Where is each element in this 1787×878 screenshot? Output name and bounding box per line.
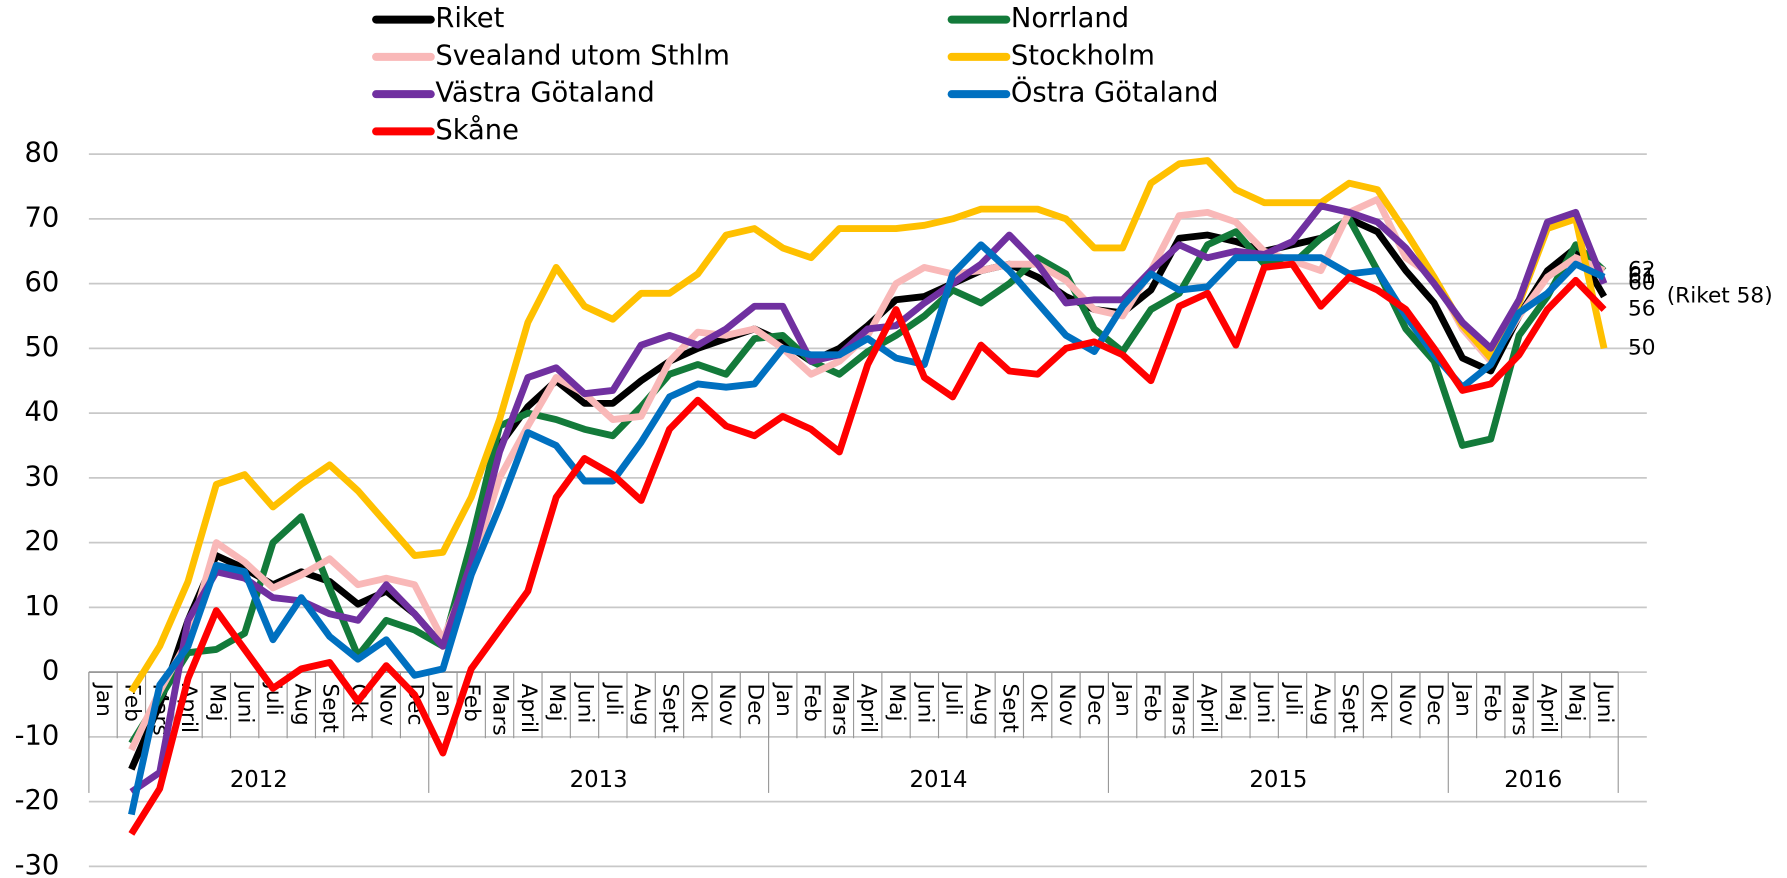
x-tick-label: Mars (827, 684, 852, 736)
x-tick-label: Aug (289, 684, 314, 726)
y-tick-label: 40 (24, 397, 59, 428)
x-tick-label: April (1535, 684, 1560, 733)
x-tick-label: Sept (657, 684, 682, 733)
x-tick-label: Mars (488, 684, 513, 736)
x-tick-label: Juli (601, 682, 626, 716)
x-tick-label: Jan (1111, 682, 1136, 717)
y-tick-label: 50 (24, 332, 59, 363)
x-tick-label: April (856, 684, 881, 733)
series-line (128, 260, 1607, 836)
x-tick-label: Juni (233, 682, 258, 724)
data-label: 60 (1628, 271, 1656, 296)
series-line (128, 215, 1607, 746)
year-label: 2013 (570, 767, 628, 793)
y-tick-label: -30 (15, 850, 60, 878)
x-tick-label: Dec (1082, 684, 1107, 726)
y-tick-label: 0 (42, 656, 59, 687)
x-tick-label: Dec (742, 684, 767, 726)
data-label: 61 (1628, 264, 1656, 289)
x-tick-label: Nov (374, 684, 399, 726)
data-label: 62 (1628, 258, 1656, 283)
legend-label: Östra Götaland (1011, 77, 1219, 109)
x-tick-label: Okt (1365, 684, 1390, 722)
series-line (128, 241, 1606, 816)
x-tick-label: Feb (799, 684, 824, 722)
x-tick-label: April (1196, 684, 1221, 733)
x-tick-label: Okt (686, 684, 711, 722)
year-label: 2014 (910, 767, 968, 793)
year-label: 2015 (1249, 767, 1307, 793)
series-line (128, 157, 1608, 694)
x-tick-label: Juli (941, 682, 966, 716)
y-tick-label: 70 (24, 202, 59, 233)
x-tick-label: Juni (1252, 682, 1277, 724)
x-tick-label: Juni (912, 682, 937, 724)
x-tick-label: Maj (204, 684, 229, 722)
data-label: (Riket 58) (1667, 284, 1773, 309)
legend-label: Västra Götaland (435, 78, 654, 109)
x-tick-label: Okt (1026, 684, 1051, 722)
x-tick-label: Sept (997, 684, 1022, 733)
x-tick-label: Jan (91, 682, 116, 717)
x-tick-label: Nov (1394, 684, 1419, 726)
x-tick-label: Mars (1167, 684, 1192, 736)
y-tick-label: -20 (15, 785, 60, 816)
x-tick-label: Juni (573, 682, 598, 724)
x-tick-label: Dec (1422, 684, 1447, 726)
x-tick-label: Feb (1479, 684, 1504, 722)
x-tick-label: Jan (431, 682, 456, 717)
x-tick-label: Maj (1564, 684, 1589, 722)
x-tick-label: Jan (771, 682, 796, 717)
data-label: 56 (1628, 296, 1656, 321)
x-tick-label: Nov (714, 684, 739, 726)
y-tick-label: -10 (15, 720, 60, 751)
x-tick-label: Juli (1281, 682, 1306, 716)
x-tick-label: Nov (1054, 684, 1079, 726)
x-tick-label: Sept (1337, 684, 1362, 733)
x-tick-label: Maj (884, 684, 909, 722)
x-tick-label: Juni (1592, 682, 1617, 724)
y-tick-label: 10 (24, 591, 59, 622)
data-label: 50 (1628, 335, 1656, 360)
y-tick-label: 20 (24, 526, 59, 557)
x-tick-label: April (516, 684, 541, 733)
x-tick-label: Aug (969, 684, 994, 726)
legend-label: Norrland (1011, 3, 1129, 34)
legend-label: Stockholm (1011, 40, 1155, 71)
x-tick-label: Aug (629, 684, 654, 726)
x-tick-label: Maj (1224, 684, 1249, 722)
x-tick-label: Aug (1309, 684, 1334, 726)
legend-label: Svealand utom Sthlm (435, 40, 730, 71)
y-tick-label: 30 (24, 461, 59, 492)
x-tick-label: Feb (1139, 684, 1164, 722)
x-tick-label: Mars (1507, 684, 1532, 736)
legend-label: Riket (435, 3, 504, 34)
y-tick-label: 60 (24, 267, 59, 298)
year-label: 2016 (1504, 767, 1562, 793)
x-tick-label: Sept (318, 684, 343, 733)
x-tick-label: Jan (1450, 682, 1475, 717)
series-line (129, 202, 1608, 795)
y-tick-label: 80 (24, 138, 59, 169)
legend-label: Skåne (435, 115, 519, 146)
x-tick-label: Maj (544, 684, 569, 722)
year-label: 2012 (230, 767, 288, 793)
